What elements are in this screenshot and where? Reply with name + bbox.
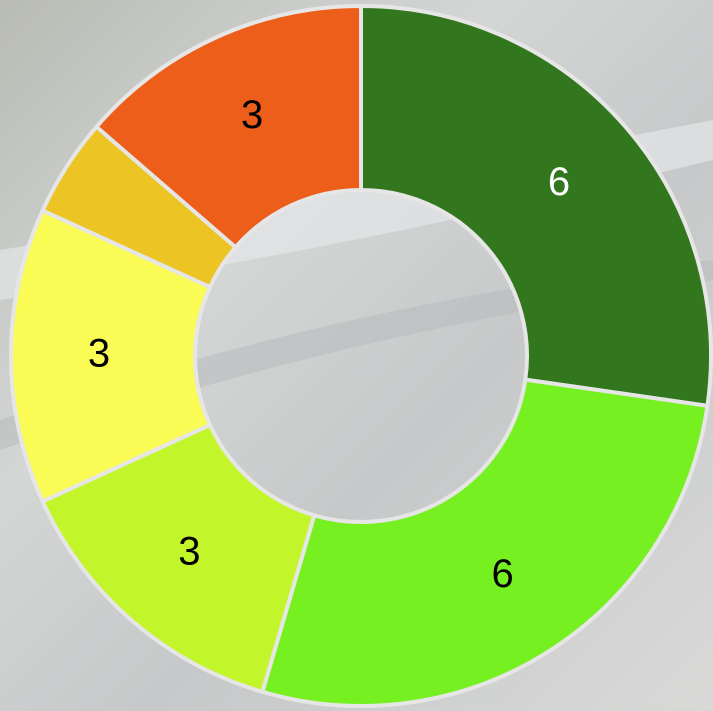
page: {"chart_data": {"type": "donut", "values… (0, 0, 713, 711)
data-label: 3 (241, 93, 263, 137)
data-label: 6 (492, 552, 514, 596)
data-label: 6 (548, 160, 570, 204)
chart: 6 6 3 3 3 (0, 0, 713, 711)
data-label: 3 (88, 332, 110, 376)
data-label: 3 (178, 530, 200, 574)
